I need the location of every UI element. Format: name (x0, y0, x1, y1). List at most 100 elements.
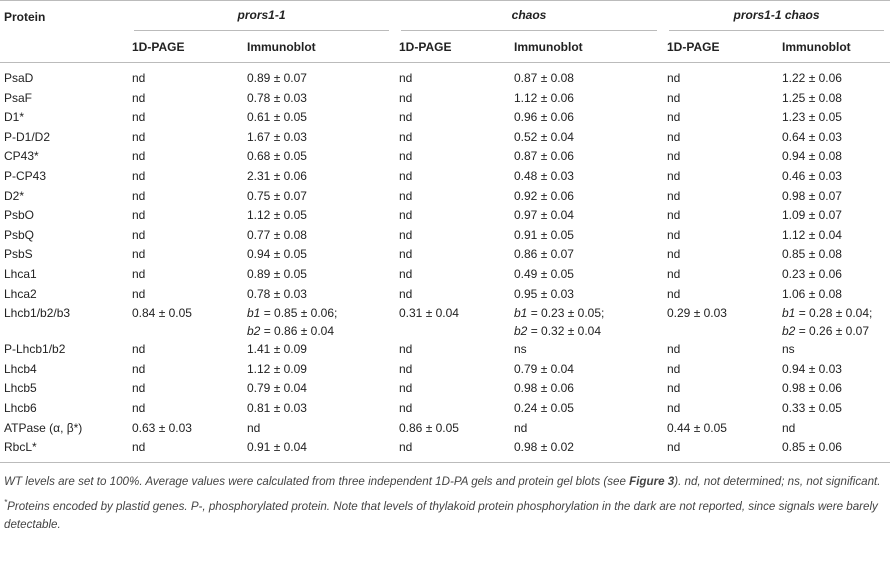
cell: 0.64 ± 0.03 (782, 129, 842, 144)
cell: 0.85 ± 0.08 (782, 247, 842, 262)
cell: 0.77 ± 0.08 (247, 227, 307, 242)
table-row: D2* nd 0.75 ± 0.07 nd 0.92 ± 0.06 nd 0.98 ± 0.… (0, 187, 890, 207)
protein-name: PsaD (4, 71, 34, 85)
cell: 1.09 ± 0.07 (782, 208, 842, 223)
variable: b2 (782, 324, 796, 339)
group-label: chaos (401, 1, 657, 31)
footnote: WT levels are set to 100%. Average value… (4, 473, 886, 491)
cell: nd (399, 440, 413, 455)
cell: nd (132, 71, 146, 85)
subheader: Immunoblot (243, 31, 395, 63)
cell: nd (399, 129, 413, 144)
cell: nd (667, 440, 681, 455)
group-header: chaos (395, 1, 663, 31)
protein-header: Protein (0, 0, 128, 63)
subheader: 1D-PAGE (128, 31, 243, 63)
cell: 0.91 ± 0.04 (247, 440, 307, 455)
cell: nd (667, 149, 681, 164)
cell: 0.87 ± 0.08 (514, 71, 574, 85)
cell: nd (399, 381, 413, 396)
cell: nd (667, 129, 681, 144)
cell: nd (667, 188, 681, 203)
cell: 0.24 ± 0.05 (514, 400, 574, 415)
cell: 0.49 ± 0.05 (514, 266, 574, 281)
subheader: Immunoblot (510, 31, 663, 63)
table-row: P-CP43 nd 2.31 ± 0.06 nd 0.48 ± 0.03 nd 0.46 ±… (0, 167, 890, 187)
cell-line: b2 = 0.26 ± 0.07 (782, 322, 886, 340)
cell: 0.33 ± 0.05 (782, 400, 842, 415)
cell-text: = 0.23 ± 0.05; (527, 306, 605, 321)
group-label: prors1-1 chaos (669, 1, 885, 31)
cell: b1 = 0.28 ± 0.04; b2 = 0.26 ± 0.07 (778, 304, 890, 340)
cell: 0.85 ± 0.06 (782, 440, 842, 455)
cell: nd (782, 420, 796, 435)
cell: nd (667, 247, 681, 262)
variable: b2 (247, 324, 261, 339)
cell: nd (132, 168, 146, 183)
table-row: Lhcb6 nd 0.81 ± 0.03 nd 0.24 ± 0.05 nd 0.33 ± … (0, 399, 890, 419)
cell: 0.91 ± 0.05 (514, 227, 574, 242)
cell: 0.97 ± 0.04 (514, 208, 574, 223)
cell-text: = 0.86 ± 0.04 (260, 324, 334, 339)
protein-name: P-Lhcb1/b2 (4, 342, 66, 357)
cell: 0.86 ± 0.05 (399, 420, 459, 435)
cell: nd (132, 381, 146, 396)
table-row: ATPase (α, β*) 0.63 ± 0.03 nd 0.86 ± 0.05 nd… (0, 419, 890, 439)
cell: nd (132, 247, 146, 262)
protein-name: RbcL* (4, 440, 37, 455)
table-row: PsbO nd 1.12 ± 0.05 nd 0.97 ± 0.04 nd 1.09 ± 0… (0, 206, 890, 226)
cell: 0.81 ± 0.03 (247, 400, 307, 415)
cell-line: b1 = 0.85 ± 0.06; (247, 304, 391, 322)
protein-name: Lhcb5 (4, 381, 37, 396)
group-header: prors1-1 chaos (663, 1, 890, 31)
cell: nd (399, 361, 413, 376)
protein-name: PsbO (4, 208, 35, 223)
protein-name: PsaF (4, 90, 33, 105)
cell: 0.31 ± 0.04 (399, 306, 459, 321)
cell: ns (782, 342, 795, 357)
cell-text: = 0.85 ± 0.06; (260, 306, 338, 321)
variable: b1 (782, 306, 796, 321)
protein-name: PsbQ (4, 227, 35, 242)
cell: nd (399, 247, 413, 262)
cell: 0.23 ± 0.06 (782, 266, 842, 281)
protein-name: P-CP43 (4, 168, 47, 183)
table-row: Lhca2 nd 0.78 ± 0.03 nd 0.95 ± 0.03 nd 1.06 ± … (0, 285, 890, 305)
cell-line: b2 = 0.86 ± 0.04 (247, 322, 391, 340)
cell: 1.41 ± 0.09 (247, 342, 307, 357)
cell: 0.68 ± 0.05 (247, 149, 307, 164)
table-row: PsaF nd 0.78 ± 0.03 nd 1.12 ± 0.06 nd 1.25 ± 0… (0, 89, 890, 109)
cell: 1.12 ± 0.09 (247, 361, 307, 376)
group-header: prors1-1 (128, 1, 395, 31)
cell: nd (247, 420, 261, 435)
cell-line: b2 = 0.32 ± 0.04 (514, 322, 659, 340)
cell: 0.98 ± 0.02 (514, 440, 574, 455)
table-header: Protein prors1-1 chaos prors1-1 chaos 1D… (0, 0, 890, 63)
cell: nd (399, 342, 413, 357)
cell: nd (667, 400, 681, 415)
cell: nd (667, 286, 681, 301)
table-row: PsaD nd 0.89 ± 0.07 nd 0.87 ± 0.08 nd 1.22 ± 0… (0, 63, 890, 89)
protein-name: D1* (4, 110, 25, 125)
cell: nd (399, 188, 413, 203)
cell: 0.63 ± 0.03 (132, 420, 192, 435)
cell: nd (667, 168, 681, 183)
variable: b2 (514, 324, 528, 339)
protein-name: CP43* (4, 149, 39, 164)
cell: nd (667, 361, 681, 376)
footnote-text: ). nd, not determined; ns, not significa… (674, 474, 881, 488)
cell: 0.86 ± 0.07 (514, 247, 574, 262)
cell: nd (399, 71, 413, 85)
cell: b1 = 0.85 ± 0.06; b2 = 0.86 ± 0.04 (243, 304, 395, 340)
cell: nd (399, 227, 413, 242)
cell: nd (667, 266, 681, 281)
protein-name: ATPase (α, β*) (4, 420, 83, 435)
cell: 0.78 ± 0.03 (247, 286, 307, 301)
table-row: D1* nd 0.61 ± 0.05 nd 0.96 ± 0.06 nd 1.23 ± 0.… (0, 108, 890, 128)
protein-name: Lhcb6 (4, 400, 37, 415)
protein-name: D2* (4, 188, 25, 203)
cell: nd (667, 342, 681, 357)
cell: nd (667, 208, 681, 223)
cell: 0.52 ± 0.04 (514, 129, 574, 144)
subheader: 1D-PAGE (663, 31, 778, 63)
